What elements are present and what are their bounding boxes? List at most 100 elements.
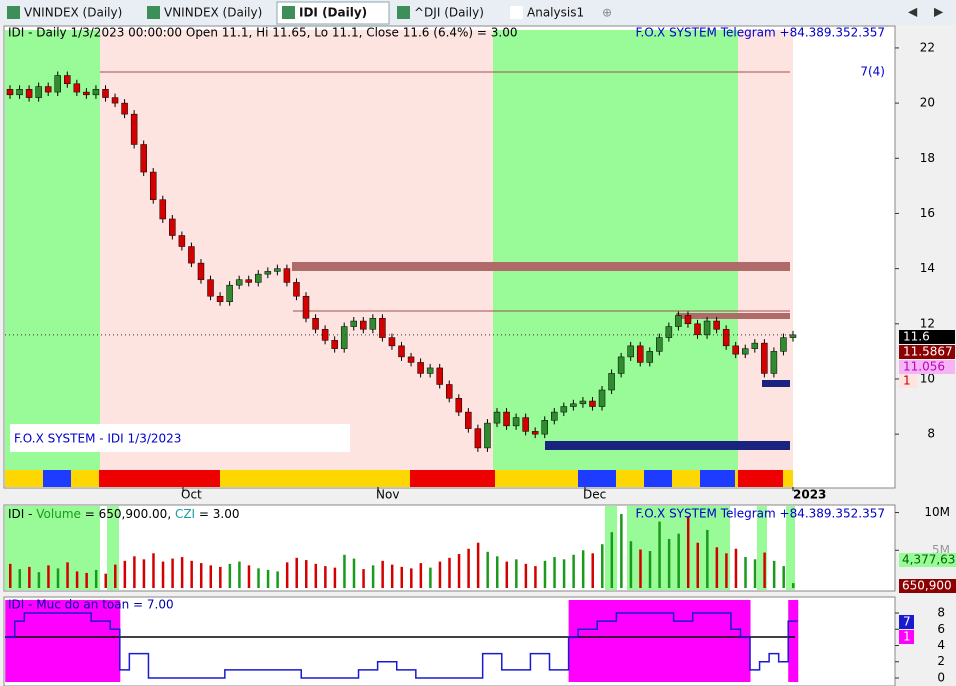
volume-bar: [696, 542, 700, 588]
safety-fill: [110, 600, 121, 682]
volume-bar: [620, 514, 623, 588]
y-tick-label: 2: [937, 654, 945, 668]
tab-scroll-left[interactable]: ◀: [908, 5, 918, 19]
signal-strip: [672, 470, 700, 487]
safety-fill: [43, 600, 54, 682]
volume-bar: [37, 572, 41, 588]
tab-label[interactable]: IDI (Daily): [299, 6, 367, 20]
volume-badge: [899, 553, 956, 567]
volume-bar: [581, 550, 585, 588]
volume-badge: [899, 579, 956, 593]
volume-bar: [152, 553, 155, 588]
candle: [780, 337, 787, 352]
candle: [665, 326, 673, 338]
signal-strip: [495, 470, 578, 487]
volume-bar: [400, 566, 403, 588]
tab-label[interactable]: VNINDEX (Daily): [24, 6, 122, 20]
safety-fill: [72, 600, 83, 682]
candle: [742, 348, 749, 355]
candle: [407, 356, 415, 363]
volume-bar: [228, 563, 232, 588]
signal-strip: [783, 470, 793, 487]
candle: [617, 356, 625, 374]
y-tick-label: 6: [937, 622, 945, 636]
x-tick-label: Dec: [583, 488, 606, 502]
volume-bar: [534, 566, 537, 588]
candle: [149, 171, 157, 200]
candle: [360, 320, 367, 330]
candle: [445, 384, 453, 399]
volume-bar: [276, 571, 279, 588]
candle: [283, 268, 291, 283]
volume-bar: [658, 521, 661, 588]
candle: [235, 279, 243, 286]
tab-scroll-right[interactable]: ▶: [934, 5, 944, 19]
candle: [522, 417, 529, 432]
safety-fill: [788, 600, 799, 682]
watermark: F.O.X SYSTEM - IDI 1/3/2023: [14, 432, 181, 446]
resistance-band: [676, 313, 790, 319]
x-tick-label: Oct: [181, 488, 202, 502]
signal-strip: [43, 470, 71, 487]
signal-strip: [700, 470, 735, 487]
y-tick-label: 8: [927, 427, 935, 441]
tab-icon: [147, 6, 160, 19]
safety-fill: [740, 600, 751, 682]
y-tick-label: 22: [920, 40, 935, 54]
candle: [35, 86, 42, 98]
candle: [169, 218, 176, 236]
volume-bar: [123, 560, 127, 588]
candle: [512, 417, 520, 427]
volume-bar: [601, 544, 604, 588]
candle: [627, 345, 634, 358]
safety-fill: [568, 600, 579, 682]
tab-icon: [397, 6, 410, 19]
price-badge: [899, 360, 955, 374]
volume-bar: [515, 559, 518, 588]
price-badge: [899, 345, 955, 359]
candle: [255, 273, 262, 283]
safety-fill: [625, 600, 636, 682]
volume-bar: [161, 561, 165, 588]
safety-fill: [730, 600, 741, 682]
y-tick-label: 12: [920, 316, 935, 330]
pane-header-part: IDI -: [8, 507, 36, 521]
tab-label[interactable]: VNINDEX (Daily): [164, 6, 262, 20]
volume-bar: [667, 538, 671, 588]
safety-fill: [100, 600, 111, 682]
safety-fill: [616, 600, 627, 682]
safety-line: [5, 612, 798, 679]
candle: [465, 411, 472, 429]
volume-bar: [285, 562, 289, 588]
candle: [608, 373, 615, 391]
tab-icon: [510, 6, 523, 19]
volume-bar: [9, 563, 12, 588]
tab-label[interactable]: Analysis1: [527, 6, 584, 20]
y-tick-label: 8: [937, 606, 945, 620]
price-badge: [899, 330, 955, 344]
tab[interactable]: [392, 2, 502, 24]
signal-strip: [644, 470, 672, 487]
tab[interactable]: [142, 2, 274, 24]
safety-fill: [683, 600, 694, 682]
new-tab[interactable]: ⊕: [602, 6, 612, 20]
signal-strip: [99, 470, 220, 487]
candle: [589, 400, 596, 407]
volume-bar: [448, 557, 451, 588]
candle: [264, 271, 272, 275]
signal-strip: [410, 470, 495, 487]
candle: [579, 400, 587, 405]
safety-fill: [14, 600, 25, 682]
tab[interactable]: [505, 2, 597, 24]
candle: [598, 389, 606, 407]
tab-label[interactable]: ^DJI (Daily): [414, 6, 484, 20]
tab[interactable]: [2, 2, 139, 24]
pane-header: IDI - Volume = 650,900.00, CZI = 3.00: [8, 507, 240, 521]
safety-badge: [899, 615, 914, 629]
volume-bar: [180, 557, 184, 588]
candle: [140, 144, 147, 173]
zone-pink: [100, 30, 493, 470]
candle: [398, 345, 405, 358]
tab[interactable]: [276, 1, 390, 25]
safety-fill: [62, 600, 73, 682]
